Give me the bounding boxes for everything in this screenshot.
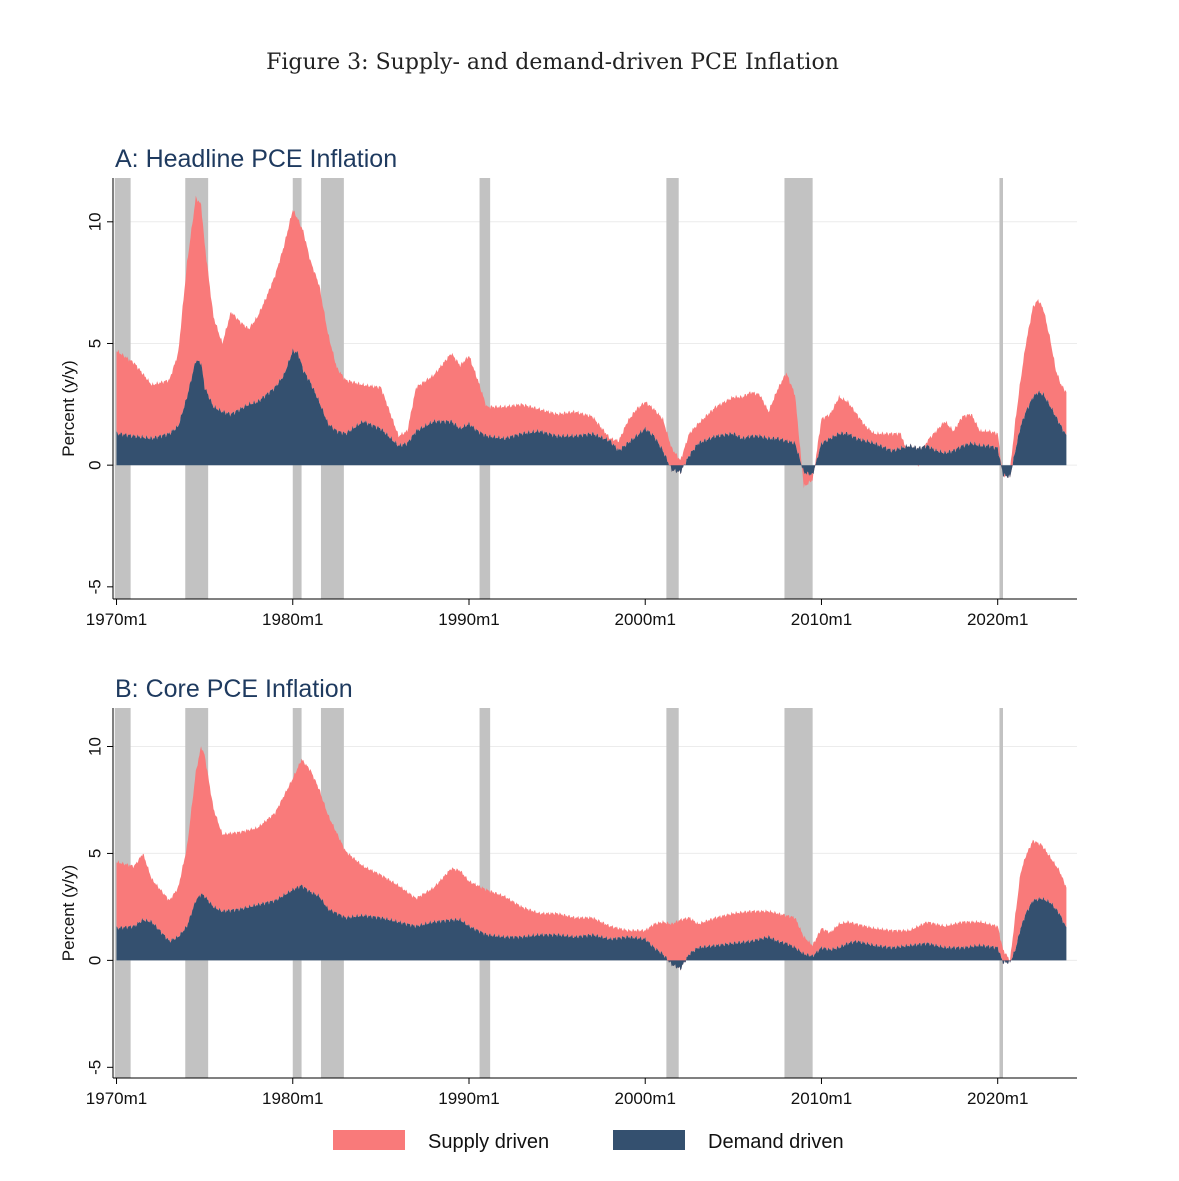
- y-tick-label-2: 5: [85, 849, 104, 858]
- legend-swatch-demand: [613, 1130, 685, 1150]
- y-tick-label-1: 0: [85, 956, 104, 965]
- panel-title: B: Core PCE Inflation: [115, 675, 353, 703]
- x-tick-label-2: 1990m1: [438, 610, 499, 629]
- x-tick-label-3: 2000m1: [615, 610, 676, 629]
- y-tick-label-3: 10: [85, 212, 104, 231]
- recession-band-7: [999, 178, 1003, 599]
- y-tick-label-1: 0: [85, 460, 104, 469]
- legend-label-supply: Supply driven: [428, 1131, 549, 1153]
- legend-label-demand: Demand driven: [708, 1131, 844, 1153]
- demand-area: [116, 884, 1067, 971]
- demand-area: [116, 348, 1067, 478]
- recession-band-5: [666, 178, 679, 599]
- y-axis-label: Percent (y/y): [59, 360, 78, 456]
- legend: Supply driven Demand driven: [333, 1130, 844, 1153]
- x-tick-label-4: 2010m1: [791, 610, 852, 629]
- panel-headline-pce: -5 0 5 10 1970m1 1980m1 1990m1 2000m1 2010m1 2020…: [59, 145, 1077, 629]
- x-tick-label-1: 1980m1: [262, 610, 323, 629]
- x-tick-label-1: 1980m1: [262, 1089, 323, 1108]
- panel-core-pce: -5 0 5 10 1970m1 1980m1 1990m1 2000m1 2010m1 2020…: [59, 675, 1077, 1108]
- legend-swatch-supply: [333, 1130, 405, 1150]
- y-tick-label-0: -5: [85, 1060, 104, 1075]
- y-axis-label: Percent (y/y): [59, 865, 78, 961]
- y-tick-label-0: -5: [85, 579, 104, 594]
- recession-band-5: [666, 708, 679, 1078]
- x-tick-label-2: 1990m1: [438, 1089, 499, 1108]
- supply-area: [116, 746, 1067, 971]
- recession-band-6: [784, 708, 813, 1078]
- panel-title: A: Headline PCE Inflation: [115, 145, 397, 173]
- x-tick-label-5: 2020m1: [967, 1089, 1028, 1108]
- recession-band-7: [999, 708, 1003, 1078]
- y-tick-label-2: 5: [85, 339, 104, 348]
- recession-band-4: [479, 178, 491, 599]
- x-tick-label-5: 2020m1: [967, 610, 1028, 629]
- y-tick-label-3: 10: [85, 737, 104, 756]
- x-tick-label-0: 1970m1: [86, 610, 147, 629]
- x-tick-label-4: 2010m1: [791, 1089, 852, 1108]
- x-tick-label-0: 1970m1: [86, 1089, 147, 1108]
- supply-area: [116, 195, 1067, 489]
- x-tick-label-3: 2000m1: [615, 1089, 676, 1108]
- figure-title: Figure 3: Supply- and demand-driven PCE …: [266, 50, 839, 75]
